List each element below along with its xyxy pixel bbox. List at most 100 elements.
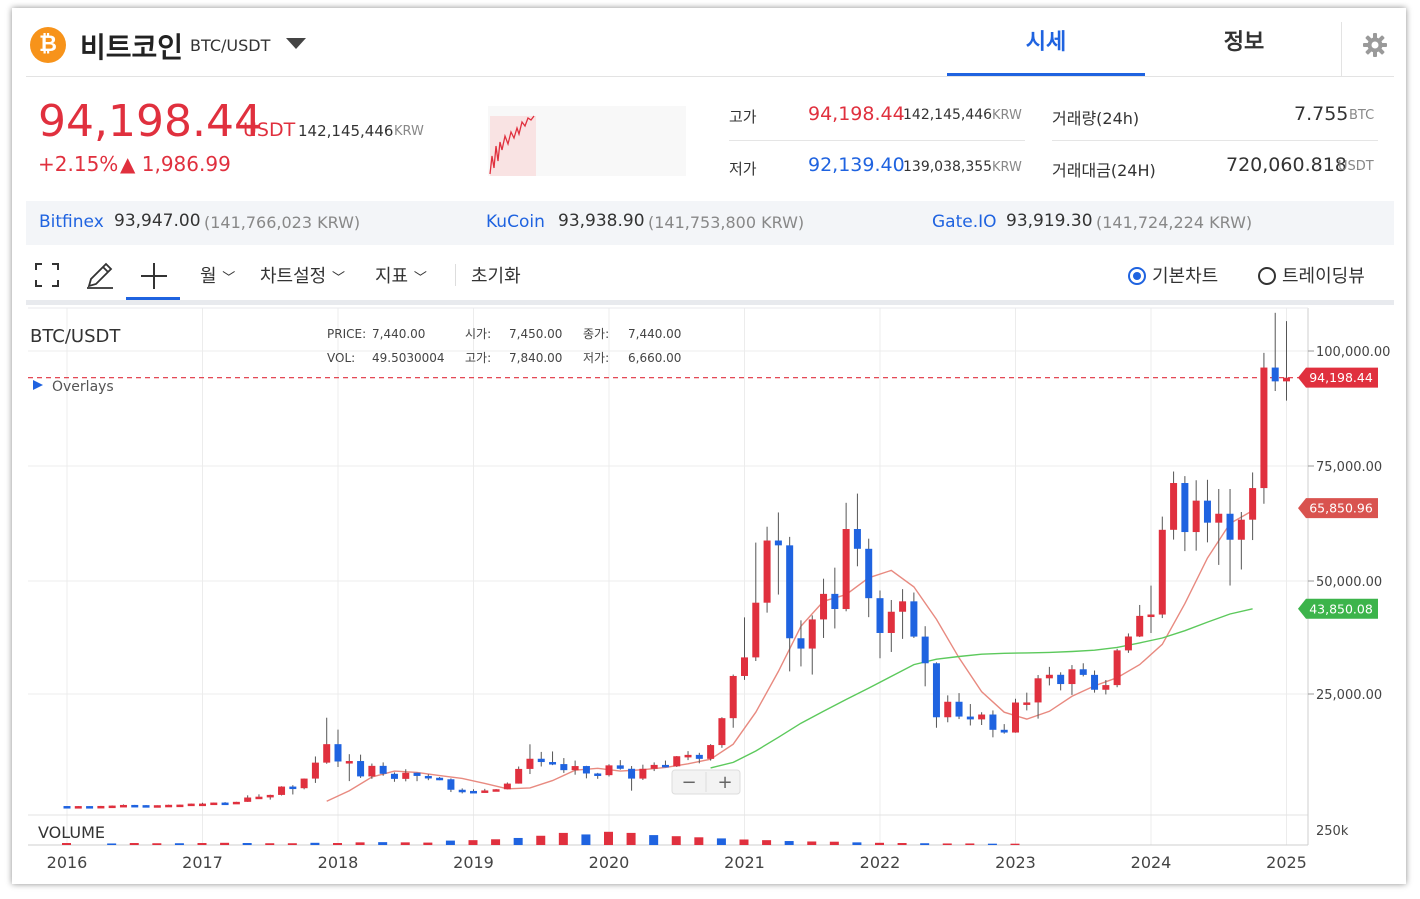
candle-body bbox=[774, 540, 782, 546]
candle-body bbox=[616, 765, 624, 769]
volume-bar bbox=[987, 843, 997, 845]
candle-body bbox=[86, 806, 94, 809]
candle bbox=[1124, 633, 1132, 653]
candle-body bbox=[1057, 674, 1065, 685]
candle bbox=[752, 542, 760, 662]
candle bbox=[481, 788, 489, 793]
tab-info[interactable]: 정보 bbox=[1223, 30, 1265, 55]
candle-body bbox=[650, 764, 658, 769]
candle-body bbox=[1102, 685, 1110, 690]
low-krw: 139,038,355 bbox=[903, 159, 993, 175]
pencil-icon[interactable] bbox=[85, 260, 115, 290]
indicators-dropdown[interactable]: 지표 ﹀ bbox=[375, 262, 427, 288]
candle-body bbox=[707, 745, 715, 759]
basic-chart-option[interactable]: 기본차트 bbox=[1128, 262, 1218, 288]
zoom-in-icon[interactable]: + bbox=[717, 772, 732, 793]
candle-body bbox=[718, 718, 726, 746]
candle-body bbox=[978, 714, 986, 720]
chart-settings-dropdown[interactable]: 차트설정 ﹀ bbox=[260, 262, 345, 288]
candle-body bbox=[221, 802, 229, 806]
volume-bar bbox=[784, 841, 794, 845]
candle bbox=[345, 754, 353, 782]
candle-body bbox=[97, 805, 105, 809]
gear-icon[interactable] bbox=[1362, 32, 1388, 58]
ohlc-info: PRICE: 7,440.00 VOL: 49.5030004 시가: 7,45… bbox=[327, 327, 681, 365]
zoom-out-icon[interactable]: − bbox=[681, 772, 696, 793]
candle-body bbox=[820, 593, 828, 620]
candle-body bbox=[1136, 615, 1144, 637]
candle bbox=[887, 599, 895, 652]
candle bbox=[978, 712, 986, 726]
high-value: 94,198.44 bbox=[808, 103, 905, 125]
reset-button[interactable]: 초기화 bbox=[471, 266, 521, 287]
candle-body bbox=[357, 761, 365, 777]
info-high-label: 고가: bbox=[465, 351, 491, 365]
candle-body bbox=[786, 545, 794, 639]
exchange-name-bitfinex[interactable]: Bitfinex bbox=[39, 212, 104, 232]
tab-market-price[interactable]: 시세 bbox=[947, 20, 1145, 76]
volume-bar bbox=[378, 842, 388, 845]
volume-bar bbox=[942, 843, 952, 845]
volume-label: VOLUME bbox=[38, 823, 105, 842]
fullscreen-icon[interactable] bbox=[34, 262, 60, 288]
candle-body bbox=[108, 805, 116, 809]
candle-body bbox=[1226, 513, 1234, 540]
y-tick-label: 25,000.00 bbox=[1316, 688, 1382, 703]
candle-body bbox=[481, 790, 489, 793]
volume-bar bbox=[62, 843, 71, 845]
volume-bar bbox=[129, 843, 139, 845]
candle-body bbox=[1260, 367, 1268, 489]
candle-body bbox=[492, 789, 500, 792]
candle-body bbox=[424, 775, 432, 779]
candle bbox=[334, 729, 342, 767]
candle-body bbox=[458, 789, 466, 793]
candle bbox=[1023, 692, 1031, 711]
candle-body bbox=[266, 794, 274, 798]
candle bbox=[673, 756, 681, 767]
overlays-toggle[interactable]: Overlays bbox=[52, 379, 114, 395]
trading-view-option[interactable]: 트레이딩뷰 bbox=[1258, 262, 1365, 288]
candle-body bbox=[436, 777, 444, 781]
chevron-down-icon: ﹀ bbox=[222, 271, 236, 286]
info-low: 6,660.00 bbox=[628, 351, 681, 365]
exchange-name-gateio[interactable]: Gate.IO bbox=[932, 212, 997, 232]
radio-unselected-icon[interactable] bbox=[1258, 267, 1276, 285]
radio-selected-icon[interactable] bbox=[1128, 267, 1146, 285]
high-krw: 142,145,446 bbox=[903, 107, 993, 123]
candle bbox=[944, 695, 952, 723]
candle bbox=[831, 567, 839, 629]
chevron-down-icon[interactable] bbox=[286, 38, 306, 50]
candle-body bbox=[255, 796, 263, 800]
candle bbox=[390, 772, 398, 782]
candle-body bbox=[1079, 669, 1087, 675]
candle bbox=[300, 778, 308, 790]
candle bbox=[989, 710, 997, 738]
candle-body bbox=[131, 804, 139, 808]
candle-body bbox=[571, 766, 579, 771]
candle bbox=[549, 751, 557, 766]
volume-bar bbox=[491, 839, 501, 845]
candle bbox=[119, 804, 127, 808]
crosshair-icon[interactable] bbox=[140, 262, 168, 290]
chart-axes: 2016 2017 2018 2019 2020 2021 2022 2023 2024 2025… bbox=[47, 345, 1391, 872]
header-separator bbox=[26, 76, 1394, 77]
candle-body bbox=[165, 804, 173, 808]
candle bbox=[1203, 479, 1211, 543]
candle bbox=[910, 592, 918, 638]
volume-bar bbox=[965, 843, 975, 845]
volume-label: 거래량(24h) bbox=[1052, 109, 1140, 128]
price-krw: 142,145,446 bbox=[298, 122, 394, 140]
triangle-right-icon[interactable] bbox=[33, 380, 43, 390]
exchange-name-kucoin[interactable]: KuCoin bbox=[486, 212, 545, 232]
volume-bar bbox=[604, 831, 613, 845]
candle-body bbox=[515, 768, 523, 784]
candle bbox=[74, 805, 82, 809]
candle-body bbox=[526, 758, 534, 769]
candle bbox=[560, 758, 568, 773]
price-marker: 65,850.96 bbox=[1298, 498, 1378, 519]
candle-body bbox=[119, 804, 127, 808]
candle bbox=[1034, 675, 1042, 719]
interval-dropdown[interactable]: 월 ﹀ bbox=[200, 262, 235, 288]
candle bbox=[402, 769, 410, 782]
